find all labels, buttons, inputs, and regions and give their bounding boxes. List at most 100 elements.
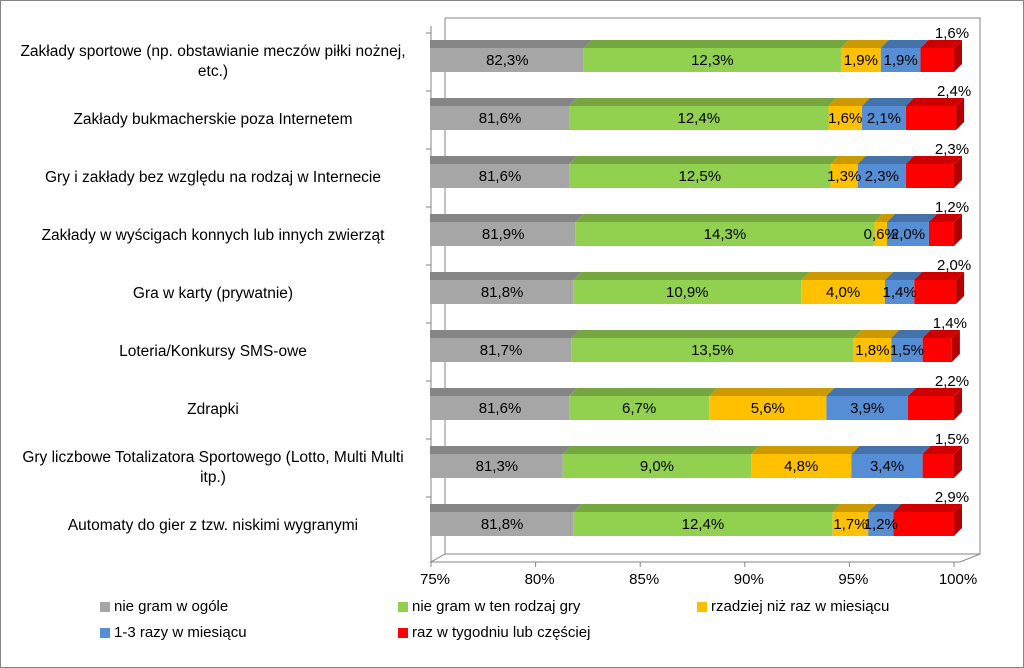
bar-top [922, 446, 962, 454]
bar-segment [841, 48, 881, 72]
value-label: 2,0% [891, 226, 925, 243]
value-label: 4,8% [784, 458, 818, 475]
bar-segment [880, 48, 921, 72]
bar-segment [430, 454, 563, 478]
bar-segment [887, 222, 929, 246]
value-label: 1,3% [827, 168, 861, 185]
bar-segment [905, 106, 957, 130]
value-label: 6,7% [622, 400, 656, 417]
bar-segment [583, 48, 842, 72]
bar-top [430, 330, 580, 338]
bar-top [832, 504, 877, 512]
value-label: 2,0% [937, 257, 971, 274]
value-label: 1,4% [883, 284, 917, 301]
legend-swatch [100, 602, 110, 612]
x-tick-label: 75% [420, 571, 450, 588]
bar-side [954, 388, 962, 420]
bar-segment [853, 338, 892, 362]
bar-segment [573, 512, 833, 536]
bar-side [956, 98, 965, 130]
bar-segment [907, 396, 954, 420]
bar-top [891, 330, 931, 338]
x-tick-label: 100% [939, 571, 977, 588]
bar-top [430, 214, 584, 222]
bar-segment [851, 454, 923, 478]
bar-segment [920, 48, 954, 72]
bar-segment [430, 48, 584, 72]
value-label: 3,9% [850, 400, 884, 417]
bar-side [954, 446, 962, 478]
bar-side [956, 272, 965, 304]
value-label: 81,6% [479, 400, 522, 417]
bar-top [573, 272, 810, 280]
bar-top [709, 388, 835, 396]
value-label: 14,3% [704, 226, 747, 243]
bar-top [562, 446, 760, 454]
value-label: 10,9% [666, 284, 709, 301]
bar-segment [430, 396, 570, 420]
floor [429, 553, 981, 563]
bar-segment [828, 106, 862, 130]
bar-segment [573, 280, 802, 304]
bar-segment [922, 338, 952, 362]
legend-label: raz w tygodniu lub częściej [412, 624, 590, 641]
value-label: 9,0% [640, 458, 674, 475]
x-tick-label: 95% [838, 571, 868, 588]
bar-top [569, 388, 718, 396]
value-label: 12,3% [691, 52, 734, 69]
bar-top [857, 156, 914, 164]
legend-swatch [398, 602, 408, 612]
value-label: 81,3% [476, 458, 519, 475]
bar-segment [569, 396, 710, 420]
value-label: 2,2% [935, 373, 969, 390]
category-label: Zakłady bukmacherskie poza Internetem [73, 111, 353, 128]
bar-top [430, 156, 578, 164]
value-label: 1,2% [935, 199, 969, 216]
legend-label: 1-3 razy w miesiącu [114, 624, 247, 641]
category-label: Gry liczbowe Totalizatora Sportowego (Lo… [22, 449, 404, 486]
bar-top [826, 388, 916, 396]
bar-top [841, 40, 889, 48]
bar-top [920, 40, 962, 48]
value-label: 1,8% [855, 342, 889, 359]
bar-segment [905, 164, 954, 188]
bar-top [573, 504, 841, 512]
value-label: 2,1% [867, 110, 901, 127]
bar-segment [914, 280, 957, 304]
bar-side [954, 214, 962, 246]
bar-segment [868, 512, 894, 536]
value-label: 1,9% [844, 52, 878, 69]
bar-segment [891, 338, 923, 362]
value-label: 1,5% [935, 431, 969, 448]
bar-segment [751, 454, 852, 478]
bar-segment [430, 222, 576, 246]
value-label: 81,6% [479, 110, 522, 127]
value-label: 2,4% [937, 83, 971, 100]
bar-top [874, 214, 896, 222]
bar-top [907, 388, 962, 396]
value-label: 2,3% [865, 168, 899, 185]
legend-swatch [100, 628, 110, 638]
bar-top [830, 156, 866, 164]
bar-top [430, 504, 582, 512]
bar-segment [430, 512, 574, 536]
value-label: 3,4% [870, 458, 904, 475]
bar-top [569, 156, 839, 164]
bar-side [954, 504, 962, 536]
bar-segment [884, 280, 915, 304]
category-label: Zakłady w wyścigach konnych lub innych z… [41, 227, 385, 244]
value-label: 81,7% [480, 342, 523, 359]
value-label: 81,8% [481, 516, 524, 533]
legend-label: rzadziej niż raz w miesiącu [711, 598, 889, 615]
value-label: 2,3% [935, 141, 969, 158]
bar-top [928, 214, 962, 222]
value-label: 13,5% [691, 342, 734, 359]
value-label: 82,3% [486, 52, 529, 69]
bar-top [801, 272, 893, 280]
bar-segment [874, 222, 888, 246]
value-label: 1,2% [864, 516, 898, 533]
bar-segment [826, 396, 908, 420]
bar-segment [562, 454, 752, 478]
x-tick-label: 90% [734, 571, 764, 588]
